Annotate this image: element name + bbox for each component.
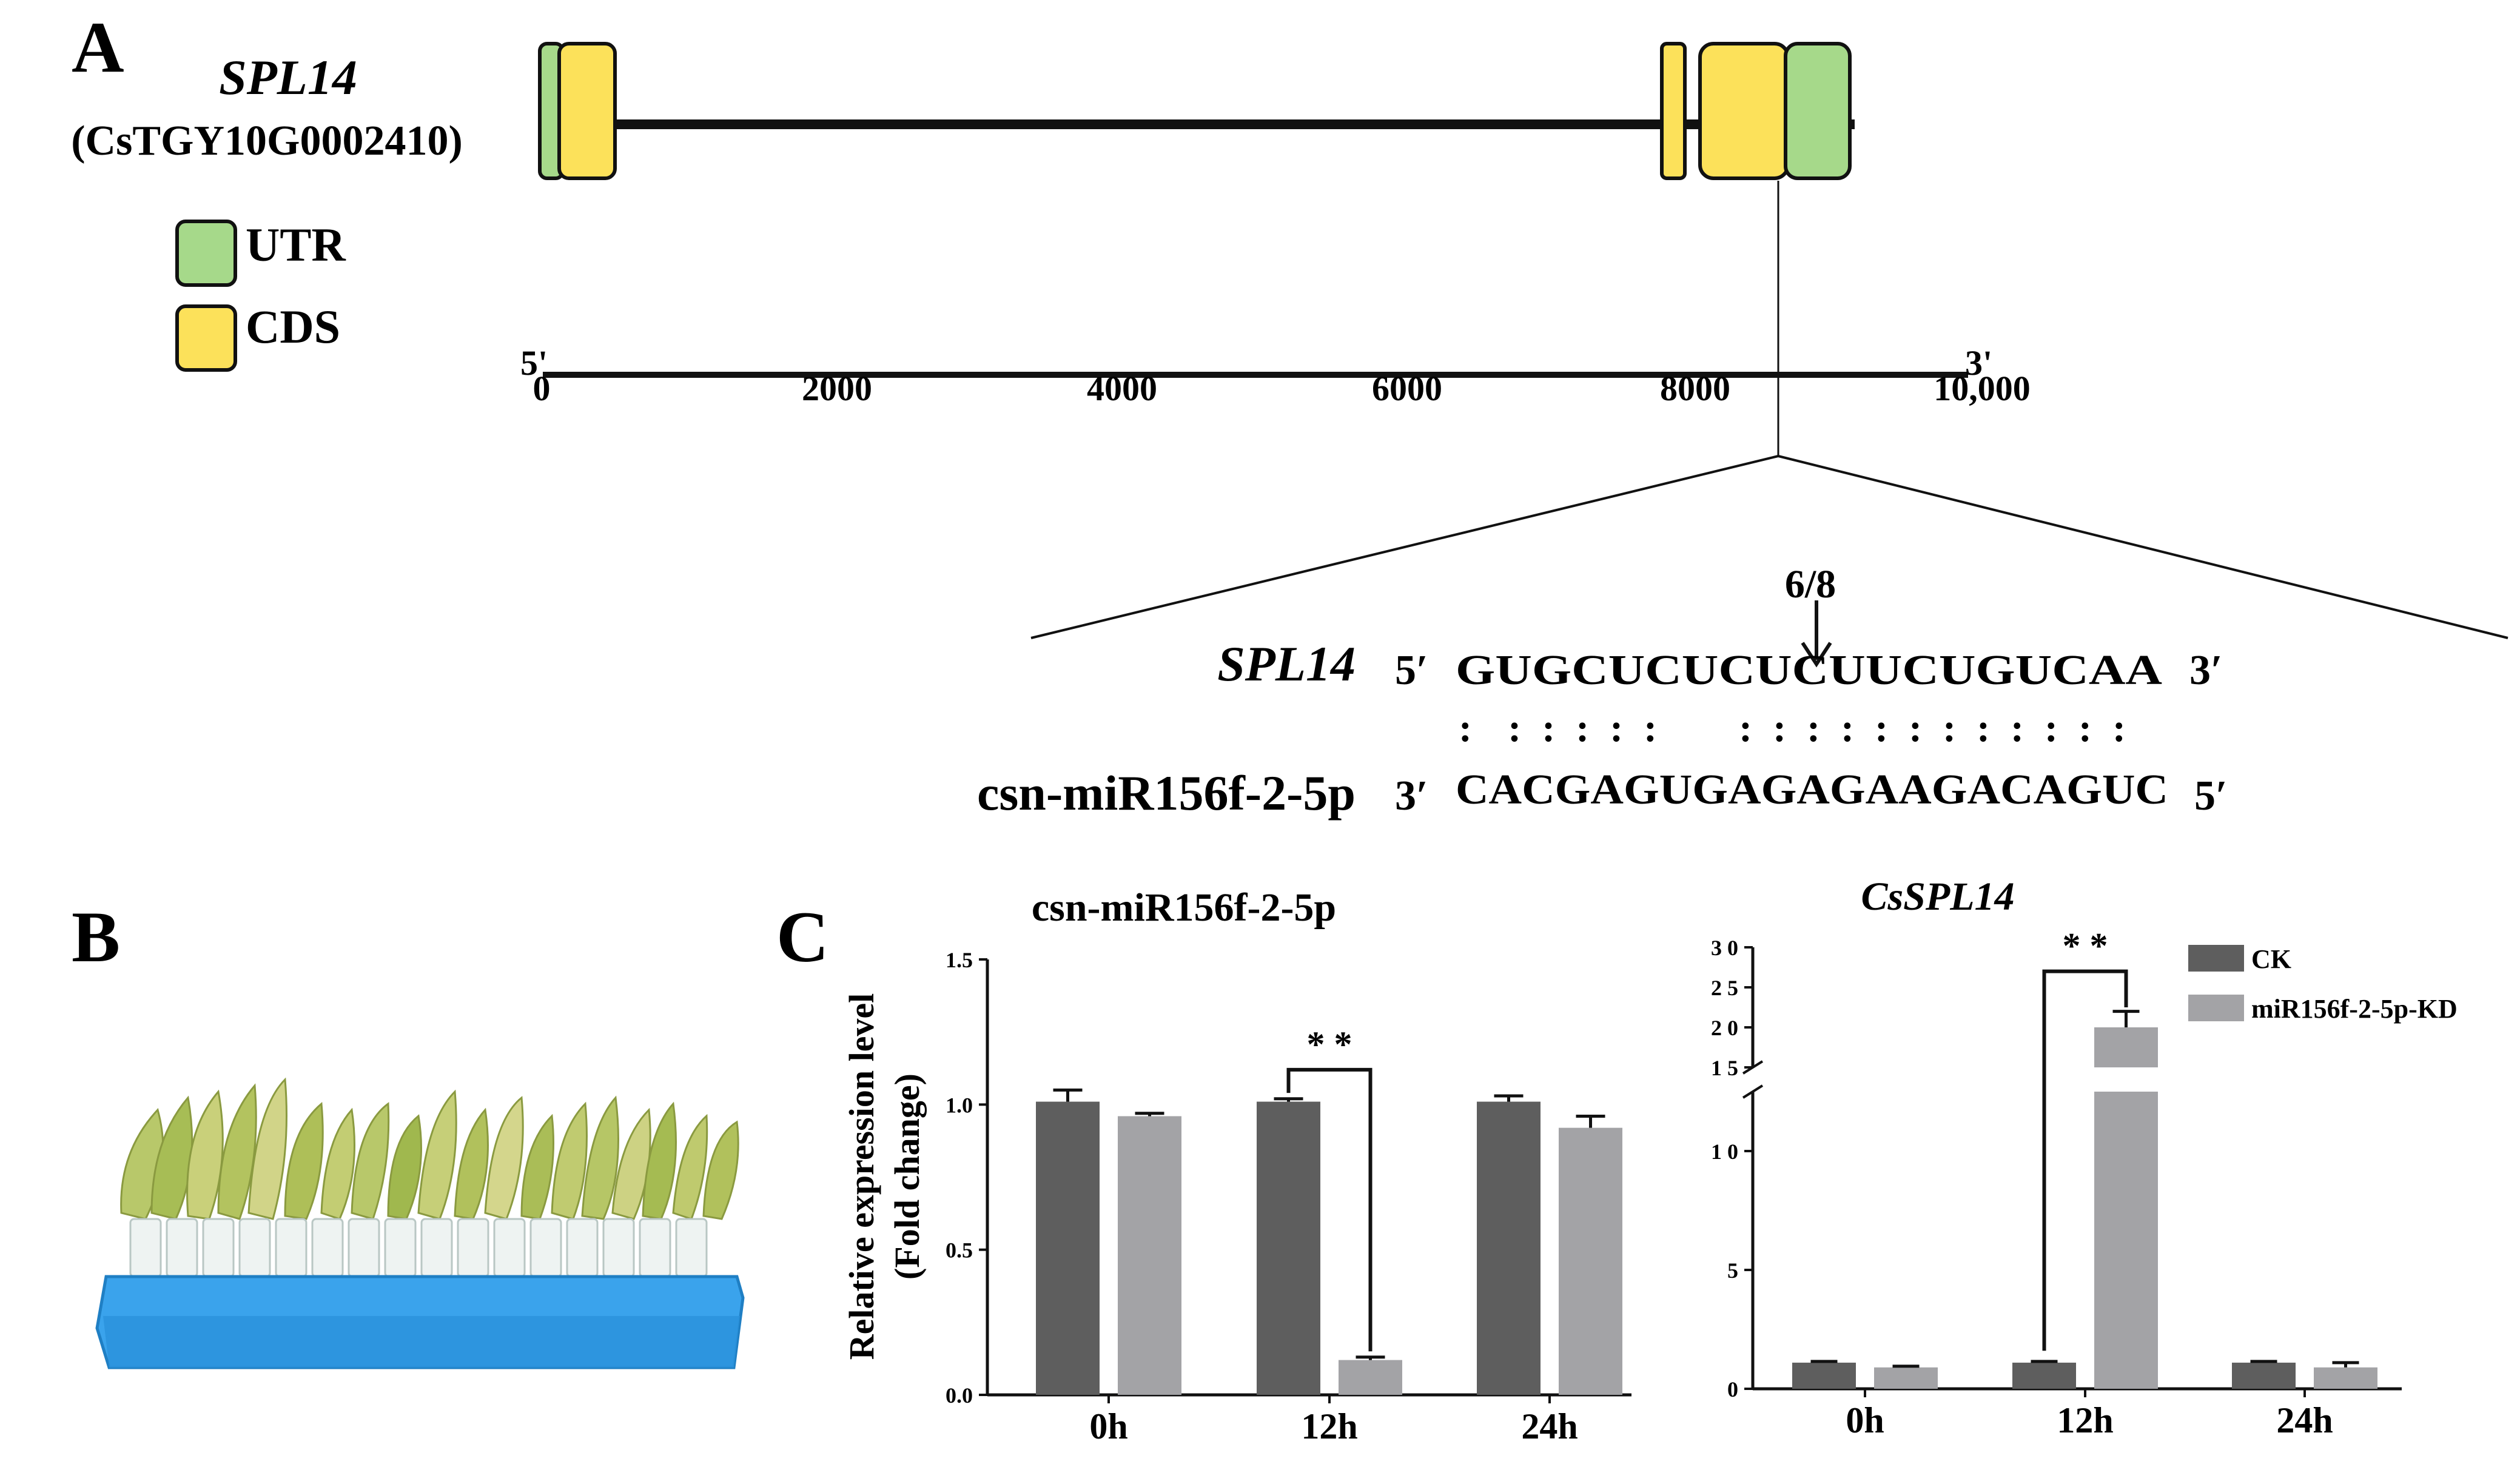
chart2-ytick-label: 5 xyxy=(1727,1258,1738,1283)
chart2-ytick-label: 3 0 xyxy=(1711,936,1738,960)
seedling-tray-front xyxy=(103,1316,740,1368)
alignment-mirna-5prime: 5′ xyxy=(2194,773,2228,819)
alignment-mirna-seq: CACGAGUGAGAGAAGACAGUC xyxy=(1456,767,2168,813)
legend-utr-label: UTR xyxy=(246,218,346,271)
chart1-xtick-label: 24h xyxy=(1521,1406,1578,1446)
chart1-bar xyxy=(1559,1127,1622,1395)
legend-kd-swatch xyxy=(2188,995,2244,1021)
alignment-mirna-name: csn-miR156f-2-5p xyxy=(977,765,1356,821)
chart1-ytick-label: 0.0 xyxy=(946,1383,973,1408)
chart2-ytick-label: 2 0 xyxy=(1711,1016,1738,1040)
chart1-ytick-label: 1.0 xyxy=(946,1093,973,1117)
alignment-pairing: : : : : : : : : : : : : : : : : : : xyxy=(1459,706,2126,750)
seedling-photo xyxy=(95,1077,745,1369)
scale-tick-0: 0 xyxy=(533,369,551,408)
chart2-title: CsSPL14 xyxy=(1861,875,2014,919)
gene-name: SPL14 xyxy=(219,50,357,105)
scale-5prime-label: 5' xyxy=(520,343,548,383)
chart2-bar xyxy=(2012,1362,2076,1389)
legend-kd-label: miR156f-2-5p-KD xyxy=(2251,994,2458,1024)
chart2-significance-bracket xyxy=(2042,969,2128,1351)
legend-ck-swatch xyxy=(2188,945,2244,972)
scale-3prime-label: 3' xyxy=(1965,343,1992,383)
cds-box-2 xyxy=(1660,42,1687,180)
chart1-ylabel-line2: (Fold change) xyxy=(887,1073,927,1280)
seedling-tubes xyxy=(129,1218,708,1278)
alignment-target-name: SPL14 xyxy=(1217,636,1356,691)
cds-box-3 xyxy=(1698,42,1790,180)
chart1-bar xyxy=(1036,1101,1100,1395)
chart2-xtick-label: 0h xyxy=(1846,1400,1884,1440)
chart2-ytick-label: 1 5 xyxy=(1711,1056,1738,1080)
chart2-significance-label: * * xyxy=(2063,926,2108,966)
chart-mir156: csn-miR156f-2-5p Relative expression lev… xyxy=(842,885,1631,1446)
chart2-bar xyxy=(2314,1367,2377,1389)
chart1-xtick-label: 0h xyxy=(1089,1406,1127,1446)
chart1-ylabel-line1: Relative expression level xyxy=(842,993,881,1360)
chart2-xtick-label: 24h xyxy=(2276,1400,2333,1440)
chart2-bar xyxy=(2094,1027,2158,1067)
chart1-ytick-label: 0.5 xyxy=(946,1238,973,1263)
scale-tick-10000: 10,000 xyxy=(1934,369,2031,408)
alignment-target-5prime: 5′ xyxy=(1395,647,1428,694)
chart2-axis-break-mark xyxy=(1742,1084,1764,1099)
legend-cds-label: CDS xyxy=(246,300,340,353)
chart-csspl14: CsSPL14 CK miR156f-2-5p-KD 0 5 1 0 1 5 2 0 2 … xyxy=(1711,875,2458,1440)
chart1-bar xyxy=(1339,1360,1402,1395)
chart2-bar xyxy=(2094,1092,2158,1389)
chart1-ytick-label: 1.5 xyxy=(946,948,973,972)
cleavage-ratio: 6/8 xyxy=(1785,562,1836,606)
chart1-significance-label: * * xyxy=(1307,1024,1352,1064)
scale-tick-2000: 2000 xyxy=(802,369,872,408)
legend-utr-swatch xyxy=(175,220,237,287)
scale-tick-8000: 8000 xyxy=(1660,369,1730,408)
chart2-bar xyxy=(2232,1362,2296,1389)
panel-label-b: B xyxy=(72,896,120,977)
panel-label-a: A xyxy=(72,7,124,87)
chart1-significance-bracket xyxy=(1286,1067,1373,1352)
utr-box-3prime xyxy=(1784,42,1852,180)
cds-box-1 xyxy=(557,42,617,180)
chart2-xtick-label: 12h xyxy=(2057,1400,2113,1440)
alignment-target-3prime: 3′ xyxy=(2189,647,2223,694)
cleavage-arrow-head xyxy=(1801,642,1832,668)
zoom-line-left xyxy=(1030,455,1779,639)
chart2-ytick-label: 0 xyxy=(1727,1377,1738,1402)
zoom-line-right xyxy=(1778,455,2508,639)
gene-id: (CsTGY10G0002410) xyxy=(71,118,463,164)
chart1-bar xyxy=(1477,1101,1541,1395)
chart1-xtick-label: 12h xyxy=(1301,1406,1357,1446)
panel-label-c: C xyxy=(776,896,829,977)
seedling-leaves xyxy=(120,1077,739,1220)
chart2-bar xyxy=(1792,1362,1856,1389)
chart2-ytick-label: 1 0 xyxy=(1711,1140,1738,1164)
scale-tick-6000: 6000 xyxy=(1372,369,1442,408)
legend-cds-swatch xyxy=(175,304,237,372)
scale-tick-4000: 4000 xyxy=(1087,369,1157,408)
chart1-bar xyxy=(1257,1101,1320,1395)
chart1-title: csn-miR156f-2-5p xyxy=(1032,885,1336,930)
alignment-target-seq: GUGCUCUCUCUUCUGUCAA xyxy=(1456,647,2163,694)
chart2-bar xyxy=(1874,1367,1938,1389)
legend-ck-label: CK xyxy=(2251,944,2291,974)
chart2-ytick-label: 2 5 xyxy=(1711,976,1738,1000)
chart1-bar xyxy=(1118,1116,1181,1395)
alignment-mirna-3prime: 3′ xyxy=(1395,773,1428,819)
